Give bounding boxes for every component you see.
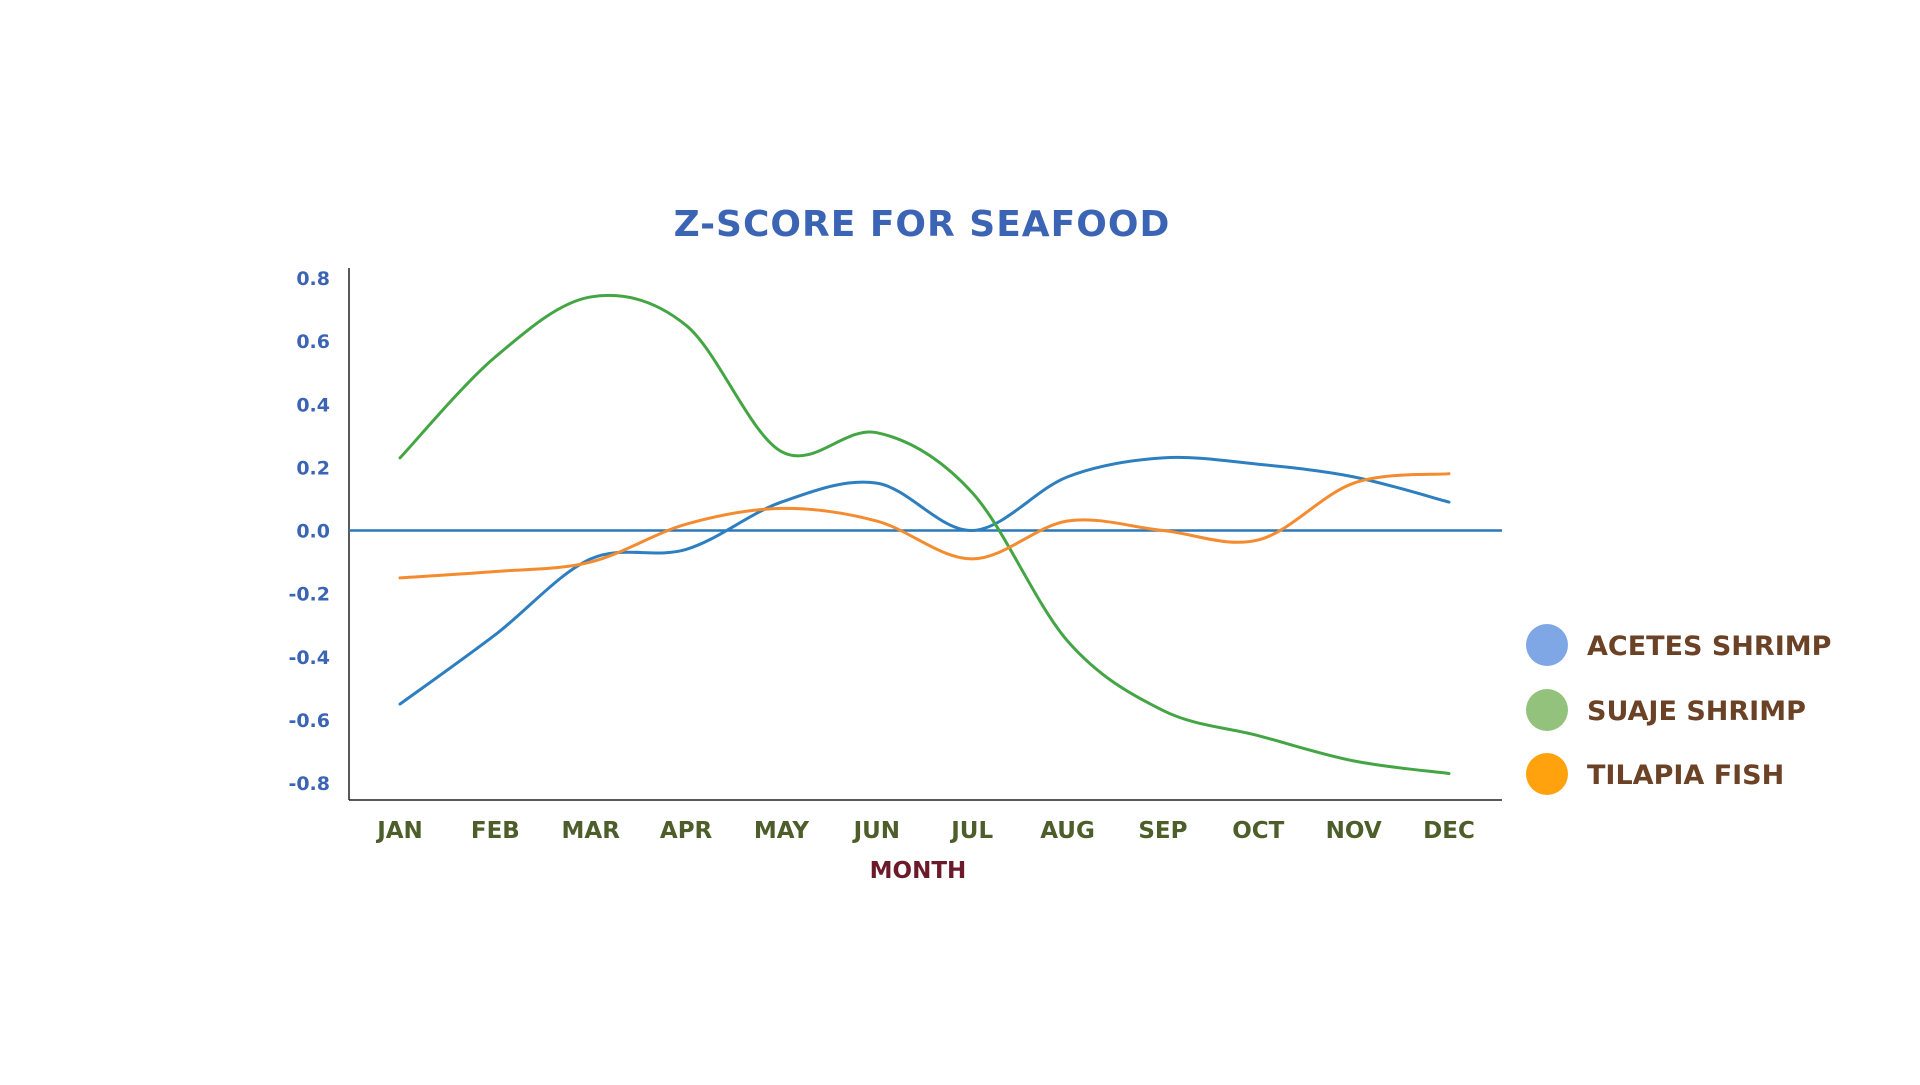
y-axis-ticks: 0.8 0.6 0.4 0.2 0.0 -0.2 -0.4 -0.6 -0.8	[288, 268, 330, 795]
x-tick-label: JUN	[852, 818, 900, 844]
x-axis-ticks: JAN FEB MAR APR MAY JUN JUL AUG SEP OCT NOV DEC	[375, 818, 1475, 844]
legend-item: ACETES SHRIMP	[1526, 624, 1831, 666]
x-tick-label: OCT	[1232, 818, 1284, 844]
legend-item: SUAJE SHRIMP	[1526, 689, 1806, 731]
y-tick-label: 0.2	[296, 457, 330, 479]
x-tick-label: AUG	[1040, 818, 1095, 844]
x-tick-label: JAN	[375, 818, 423, 844]
axes	[348, 268, 1502, 801]
legend-swatch	[1526, 689, 1568, 731]
x-tick-label: DEC	[1423, 818, 1475, 844]
legend-swatch	[1526, 624, 1568, 666]
y-tick-label: -0.8	[288, 773, 330, 795]
y-tick-label: 0.4	[296, 394, 330, 416]
chart-title: Z-SCORE FOR SEAFOOD	[674, 204, 1171, 245]
legend-label: ACETES SHRIMP	[1587, 631, 1831, 662]
y-tick-label: 0.6	[296, 331, 330, 353]
legend: ACETES SHRIMP SUAJE SHRIMP TILAPIA FISH	[1526, 624, 1831, 795]
x-tick-label: NOV	[1326, 818, 1382, 844]
series-lines	[398, 293, 1451, 776]
x-tick-label: JUL	[949, 818, 993, 844]
x-tick-label: SEP	[1138, 818, 1187, 844]
y-tick-label: -0.2	[288, 584, 330, 606]
legend-item: TILAPIA FISH	[1526, 753, 1784, 795]
series-line-suaje-shrimp	[398, 293, 1451, 776]
legend-label: SUAJE SHRIMP	[1587, 696, 1806, 727]
legend-label: TILAPIA FISH	[1587, 760, 1784, 791]
x-axis-label: MONTH	[870, 858, 967, 884]
y-tick-label: -0.6	[288, 710, 330, 732]
y-tick-label: 0.0	[296, 521, 330, 543]
y-tick-label: 0.8	[296, 268, 330, 290]
x-tick-label: FEB	[471, 818, 520, 844]
x-tick-label: MAY	[754, 818, 809, 844]
legend-swatch	[1526, 753, 1568, 795]
x-tick-label: APR	[660, 818, 713, 844]
x-tick-label: MAR	[562, 818, 621, 844]
series-line-acetes-shrimp	[398, 455, 1451, 706]
series-line-tilapia-fish	[398, 472, 1451, 580]
y-tick-label: -0.4	[288, 647, 330, 669]
